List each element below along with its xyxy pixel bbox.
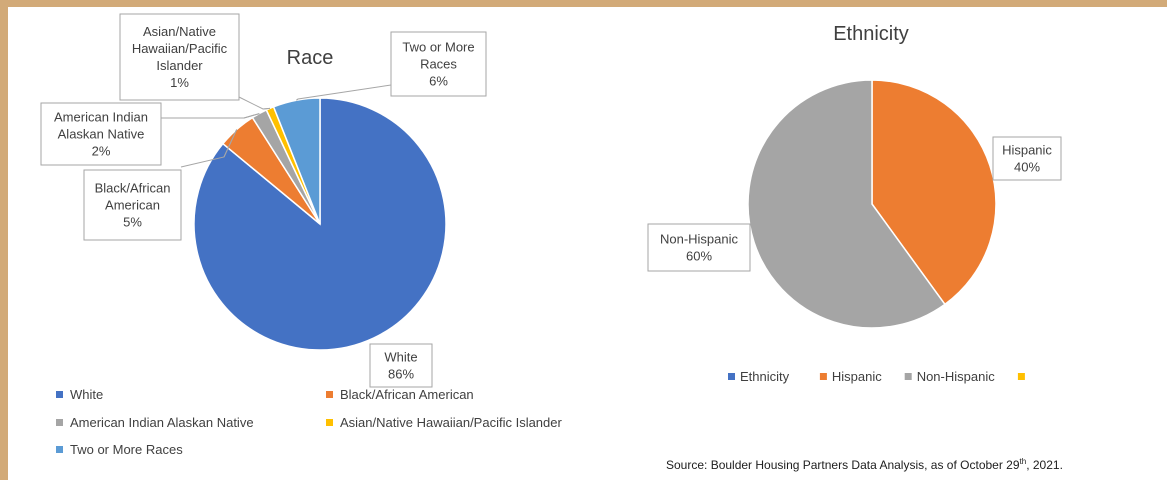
ethnicity-legend-item-hispanic: Hispanic: [819, 369, 882, 384]
race-label-black-african-american-box: [83, 169, 182, 241]
ethnicity-legend: Ethnicity Hispanic Non-Hispanic: [728, 369, 1025, 384]
race-leader-asian: [238, 96, 271, 110]
ethnicity-legend-label: Non-Hispanic: [917, 369, 996, 384]
race-legend-swatch: [326, 419, 333, 426]
race-legend-item-white: White: [56, 387, 103, 402]
race-label-two-or-more-races-line: Two or More: [402, 40, 474, 55]
race-label-american-indian-alaskan-native: American Indian Alaskan Native 2%: [40, 102, 260, 166]
race-label-asian-native-hawaiian-pacific-islander-line: 1%: [170, 75, 189, 90]
ethnicity-legend-label: Hispanic: [832, 369, 882, 384]
ethnicity-legend-item-non-hispanic: Non-Hispanic: [904, 369, 996, 384]
race-label-white-line: 86%: [388, 367, 414, 382]
race-label-black-african-american-line: Black/African: [95, 181, 171, 196]
ethnicity-label-non-hispanic-line: 60%: [686, 249, 712, 264]
ethnicity-label-hispanic-line: 40%: [1014, 160, 1040, 175]
race-legend-swatch: [56, 446, 63, 453]
source-note: Source: Boulder Housing Partners Data An…: [666, 457, 1063, 472]
source-text-end: , 2021.: [1026, 458, 1063, 472]
ethnicity-data-labels: Hispanic 40% Non-Hispanic 60%: [647, 136, 1062, 272]
ethnicity-label-hispanic: Hispanic 40%: [992, 136, 1062, 181]
race-legend: White Black/African American American Indi…: [56, 387, 562, 457]
race-label-american-indian-alaskan-native-box: [40, 102, 162, 166]
ethnicity-legend-swatch: [904, 373, 912, 380]
race-legend-item-black-african-american: Black/African American: [326, 387, 474, 402]
chart-canvas: Race White 86% Black/African American 5% Amer…: [40, 13, 1063, 472]
race-leader-american-indian: [161, 113, 260, 119]
source-text: Source: Boulder Housing Partners Data An…: [666, 458, 1020, 472]
ethnicity-legend-item-unnamed: [1017, 373, 1025, 380]
race-legend-item-two-or-more-races: Two or More Races: [56, 442, 183, 457]
race-data-labels: White 86% Black/African American 5% American …: [40, 13, 487, 388]
ethnicity-legend-label: Ethnicity: [740, 369, 790, 384]
race-legend-label: White: [70, 387, 103, 402]
race-label-american-indian-alaskan-native-line: American Indian: [54, 110, 148, 125]
race-label-two-or-more-races-box: [390, 31, 487, 97]
race-label-white-box: [369, 343, 433, 388]
race-label-asian-native-hawaiian-pacific-islander-box: [119, 13, 240, 101]
ethnicity-label-non-hispanic: Non-Hispanic 60%: [647, 223, 751, 272]
race-label-white: White 86%: [369, 343, 433, 388]
ethnicity-label-non-hispanic-line: Non-Hispanic: [660, 232, 739, 247]
source-superscript: th: [1020, 457, 1027, 466]
ethnicity-legend-item-ethnicity: Ethnicity: [728, 369, 790, 384]
ethnicity-slices: [747, 79, 997, 329]
ethnicity-slice-hispanic: [871, 79, 997, 306]
race-leader-black: [180, 129, 238, 168]
race-slice-two-or-more-races: [272, 97, 321, 225]
race-label-asian-native-hawaiian-pacific-islander-line: Asian/Native: [143, 24, 216, 39]
race-pie-chart: Race White 86% Black/African American 5% Amer…: [40, 13, 562, 457]
race-label-american-indian-alaskan-native-line: Alaskan Native: [58, 127, 145, 142]
race-label-black-african-american: Black/African American 5%: [83, 129, 238, 241]
race-legend-label: Black/African American: [340, 387, 474, 402]
race-legend-label: American Indian Alaskan Native: [70, 415, 254, 430]
race-leader-two-or-more: [296, 84, 392, 101]
race-label-black-african-american-line: 5%: [123, 215, 142, 230]
race-label-black-african-american-line: American: [105, 198, 160, 213]
ethnicity-slice-non-hispanic: [747, 79, 946, 329]
ethnicity-pie-chart: Ethnicity Hispanic 40% Non-Hispanic 60% Eth…: [647, 23, 1062, 384]
race-label-two-or-more-races-line: Races: [420, 57, 457, 72]
race-label-two-or-more-races-line: 6%: [429, 74, 448, 89]
race-label-asian-native-hawaiian-pacific-islander-line: Islander: [156, 58, 203, 73]
race-legend-label: Two or More Races: [70, 442, 183, 457]
ethnicity-label-hispanic-line: Hispanic: [1002, 143, 1052, 158]
race-legend-swatch: [326, 391, 333, 398]
race-legend-label: Asian/Native Hawaiian/Pacific Islander: [340, 415, 562, 430]
race-label-american-indian-alaskan-native-line: 2%: [92, 144, 111, 159]
race-legend-swatch: [56, 419, 63, 426]
race-legend-item-asian-native-hawaiian-pacific-islander: Asian/Native Hawaiian/Pacific Islander: [326, 415, 562, 430]
chart-panel: Race White 86% Black/African American 5% Amer…: [8, 7, 1167, 480]
race-legend-item-american-indian-alaskan-native: American Indian Alaskan Native: [56, 415, 254, 430]
ethnicity-label-hispanic-box: [992, 136, 1062, 181]
race-label-asian-native-hawaiian-pacific-islander-line: Hawaiian/Pacific: [132, 41, 228, 56]
race-label-white-line: White: [384, 350, 417, 365]
race-chart-title: Race: [287, 47, 334, 69]
ethnicity-label-non-hispanic-box: [647, 223, 751, 272]
ethnicity-legend-swatch: [819, 373, 827, 380]
ethnicity-legend-swatch: [728, 373, 735, 380]
ethnicity-legend-swatch: [1017, 373, 1025, 380]
race-label-asian-native-hawaiian-pacific-islander: Asian/Native Hawaiian/Pacific Islander 1%: [119, 13, 271, 110]
race-legend-swatch: [56, 391, 63, 398]
race-slices: [193, 97, 447, 351]
ethnicity-chart-title: Ethnicity: [833, 23, 909, 45]
race-label-two-or-more-races: Two or More Races 6%: [296, 31, 487, 101]
